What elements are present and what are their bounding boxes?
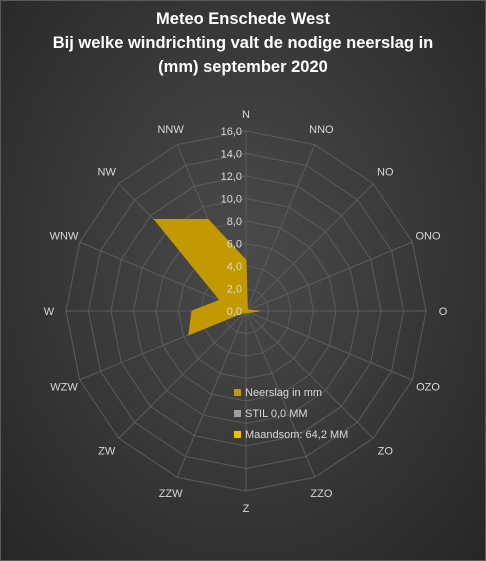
legend-item: Neerslag in mm xyxy=(234,382,348,403)
direction-label: Z xyxy=(243,503,250,515)
radar-series xyxy=(153,219,260,336)
legend-item: Maandsom: 64,2 MM xyxy=(234,424,348,445)
direction-label: ZO xyxy=(378,445,394,457)
chart-title-line-1: Meteo Enschede West xyxy=(156,10,330,28)
radar-spoke xyxy=(245,241,413,312)
legend-swatch xyxy=(234,389,241,396)
direction-label: NNW xyxy=(157,124,184,136)
radial-tick-label: 2,0 xyxy=(227,284,242,296)
direction-label: ONO xyxy=(415,231,441,243)
direction-label: W xyxy=(44,306,55,318)
direction-label: NNO xyxy=(309,124,334,136)
direction-label: OZO xyxy=(416,381,440,393)
radial-tick-label: 16,0 xyxy=(221,126,242,138)
legend-item: STIL 0,0 MM xyxy=(234,403,348,424)
direction-label: ZZW xyxy=(159,488,183,500)
chart-title-line-2: Bij welke windrichting valt de nodige ne… xyxy=(52,34,434,52)
radar-spoke xyxy=(245,183,374,312)
legend-label: STIL 0,0 MM xyxy=(245,407,308,420)
radar-spoke xyxy=(245,144,316,312)
radar-series-area xyxy=(153,219,260,336)
direction-label: N xyxy=(242,109,250,121)
radar-tick-labels: 0,0 2,0 4,0 6,0 8,0 10,0 12,0 14,0 16,0 xyxy=(221,126,242,318)
direction-label: ZZO xyxy=(310,488,332,500)
direction-label: NO xyxy=(377,167,394,179)
radial-tick-label: 0,0 xyxy=(227,306,242,318)
legend-swatch xyxy=(234,410,241,417)
direction-label: WZW xyxy=(50,381,78,393)
radial-tick-label: 4,0 xyxy=(227,261,242,273)
radar-spoke xyxy=(118,310,247,439)
chart-legend: Neerslag in mm STIL 0,0 MM Maandsom: 64,… xyxy=(234,382,348,445)
radar-spoke xyxy=(176,310,247,478)
radar-category-labels: N NNO NO ONO O OZO ZO ZZO Z ZZW ZW WZW W WNW NW NNW xyxy=(44,109,448,515)
direction-label: NW xyxy=(98,167,117,179)
legend-label: Maandsom: 64,2 MM xyxy=(245,428,349,441)
chart-title-line-3: (mm) september 2020 xyxy=(158,58,328,76)
radar-spoke xyxy=(79,241,247,312)
radial-tick-label: 8,0 xyxy=(227,216,242,228)
legend-label: Neerslag in mm xyxy=(245,386,323,399)
direction-label: WNW xyxy=(50,231,79,243)
radar-grid xyxy=(65,130,427,492)
radial-tick-label: 12,0 xyxy=(221,171,242,183)
direction-label: O xyxy=(439,306,448,318)
radar-spoke xyxy=(245,310,374,439)
direction-label: ZW xyxy=(98,445,116,457)
radial-tick-label: 10,0 xyxy=(221,194,242,206)
radial-tick-label: 14,0 xyxy=(221,149,242,161)
radial-tick-label: 6,0 xyxy=(227,239,242,251)
radar-spoke xyxy=(245,310,413,381)
legend-swatch xyxy=(234,431,241,438)
radar-spoke xyxy=(245,310,316,478)
